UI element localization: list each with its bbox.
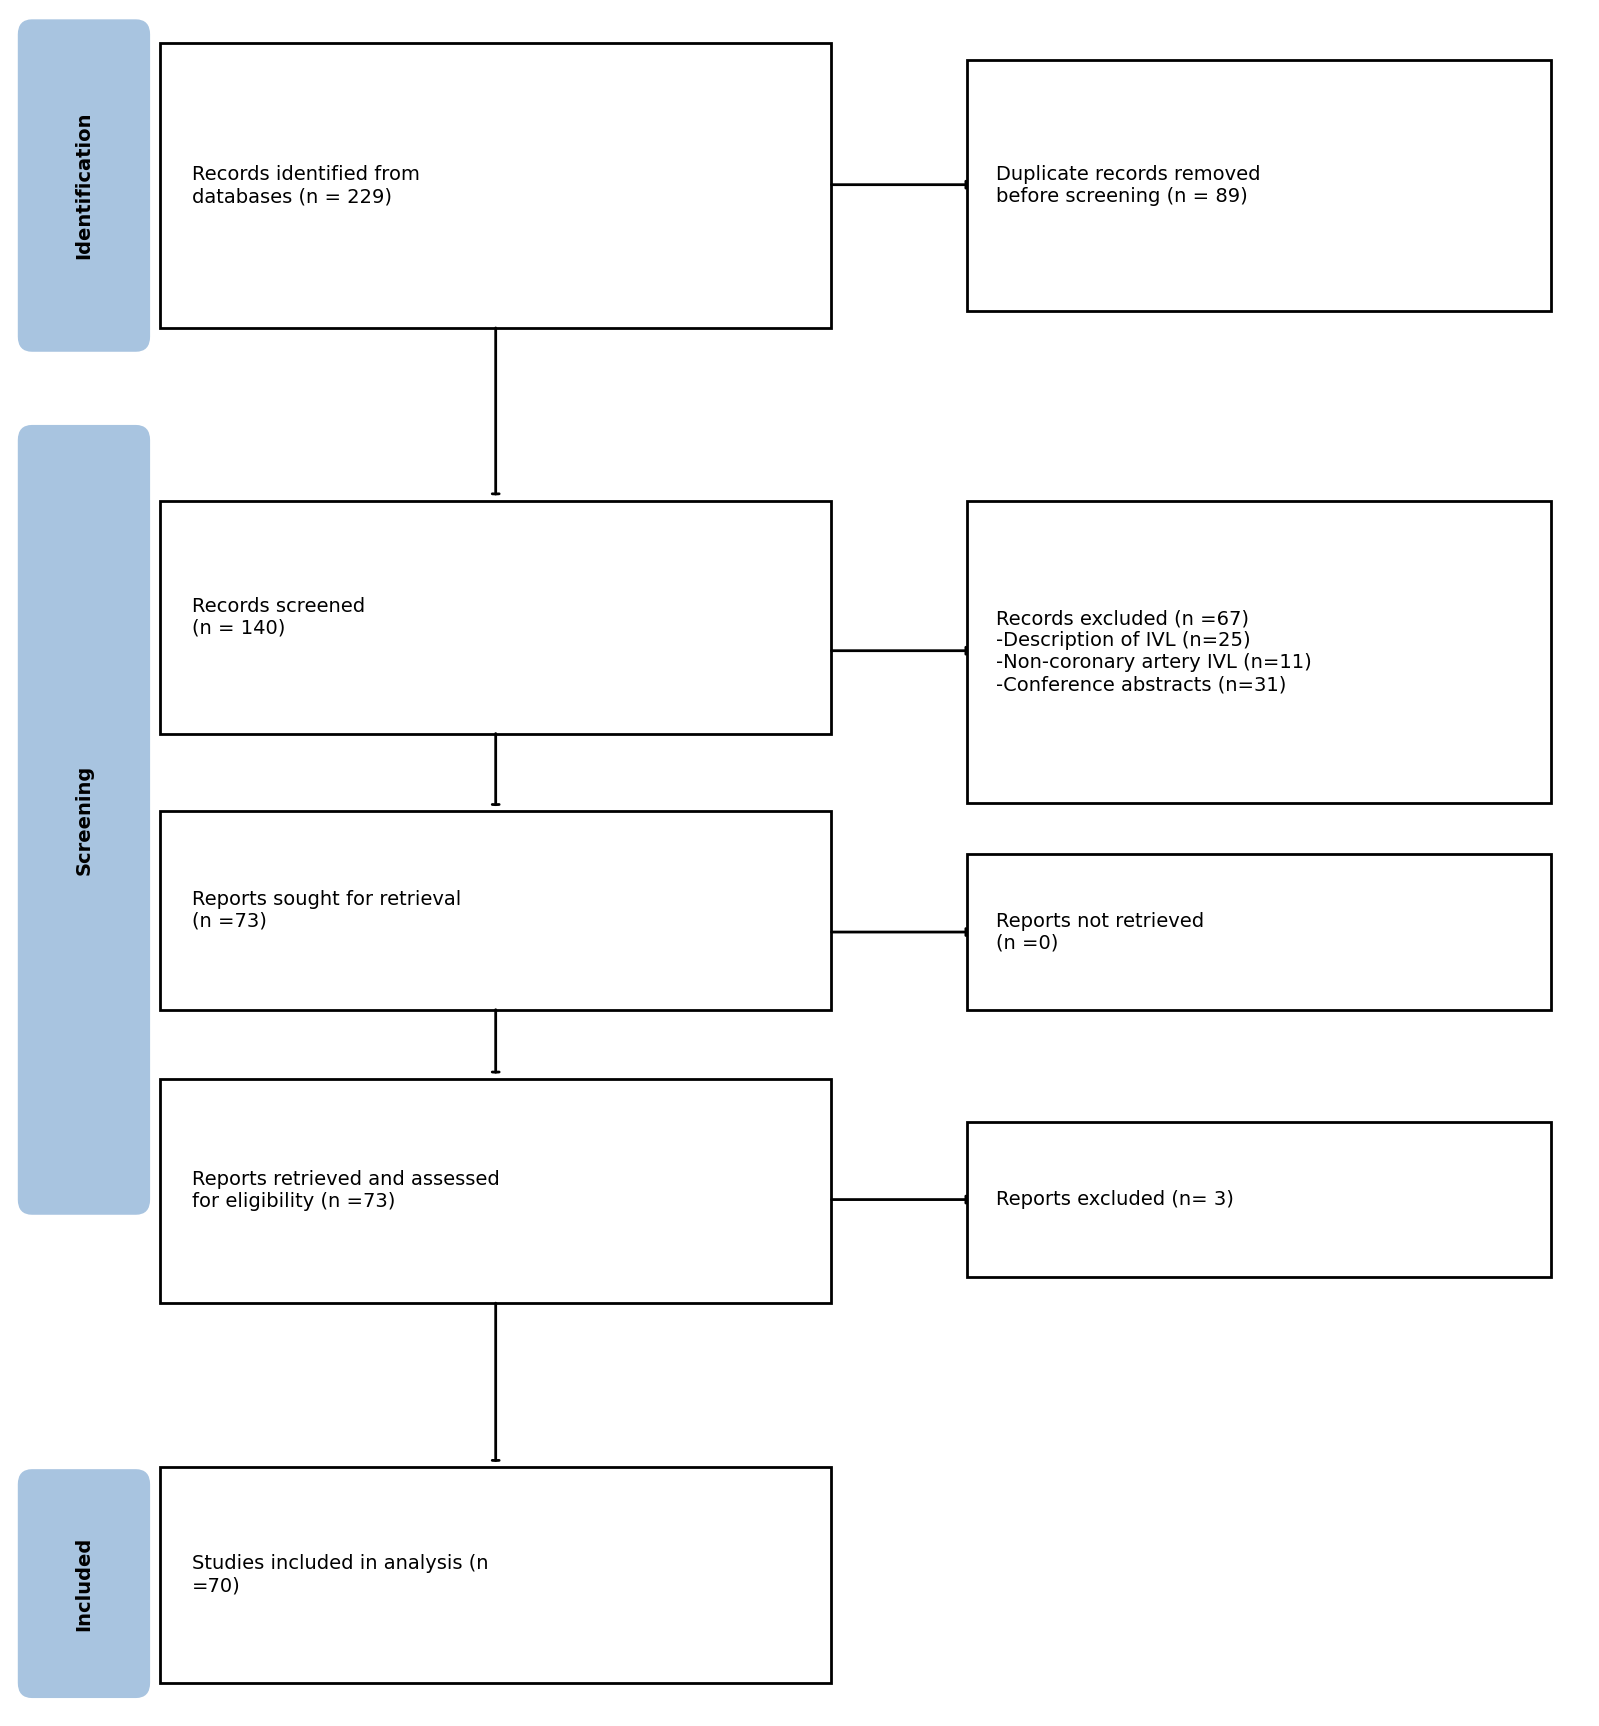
- FancyBboxPatch shape: [19, 1471, 149, 1697]
- Bar: [160, 1079, 831, 1303]
- Text: Reports retrieved and assessed
for eligibility (n =73): Reports retrieved and assessed for eligi…: [192, 1170, 499, 1212]
- Text: Reports excluded (n= 3): Reports excluded (n= 3): [996, 1189, 1234, 1210]
- Bar: [967, 1122, 1551, 1277]
- Text: Studies included in analysis (n
=70): Studies included in analysis (n =70): [192, 1555, 488, 1595]
- Text: Included: Included: [75, 1536, 93, 1631]
- Bar: [967, 854, 1551, 1010]
- Bar: [160, 501, 831, 734]
- Text: Reports sought for retrieval
(n =73): Reports sought for retrieval (n =73): [192, 891, 461, 930]
- FancyBboxPatch shape: [19, 21, 149, 350]
- Text: Identification: Identification: [75, 112, 93, 259]
- Text: Records excluded (n =67)
-Description of IVL (n=25)
-Non-coronary artery IVL (n=: Records excluded (n =67) -Description of…: [996, 609, 1311, 694]
- Text: Records identified from
databases (n = 229): Records identified from databases (n = 2…: [192, 166, 421, 205]
- Text: Screening: Screening: [75, 765, 93, 875]
- Bar: [160, 811, 831, 1010]
- Bar: [160, 1467, 831, 1683]
- Bar: [967, 60, 1551, 311]
- Text: Duplicate records removed
before screening (n = 89): Duplicate records removed before screeni…: [996, 166, 1260, 205]
- Text: Records screened
(n = 140): Records screened (n = 140): [192, 597, 365, 637]
- Bar: [967, 501, 1551, 803]
- Bar: [160, 43, 831, 328]
- FancyBboxPatch shape: [19, 426, 149, 1213]
- Text: Reports not retrieved
(n =0): Reports not retrieved (n =0): [996, 911, 1204, 953]
